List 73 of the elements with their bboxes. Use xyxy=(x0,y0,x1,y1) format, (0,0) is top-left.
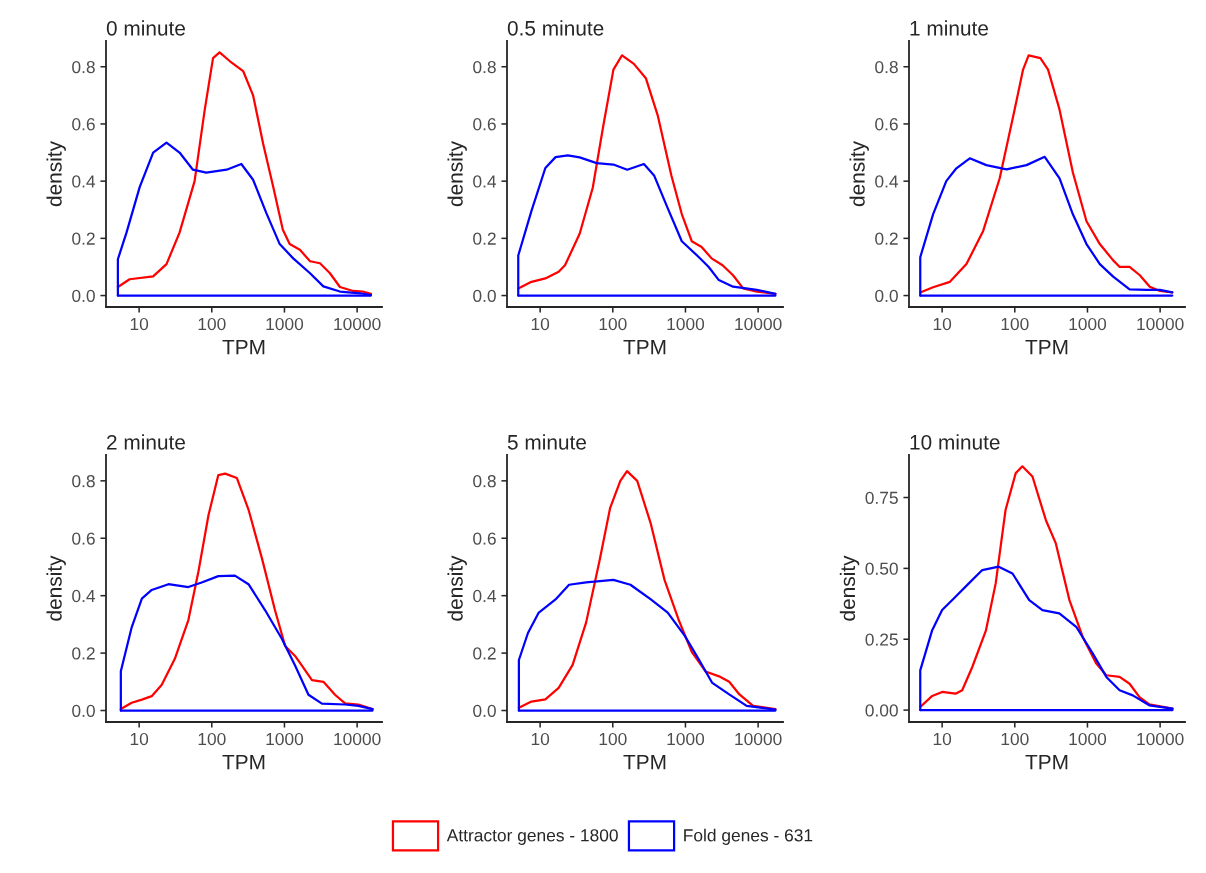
y-tick-label: 0.0 xyxy=(473,704,496,717)
y-tick-label: 0.4 xyxy=(72,589,96,603)
x-tick-label: 10 xyxy=(130,732,149,746)
x-tick-label: 10 xyxy=(531,732,550,746)
chart-title: 0.5 minute xyxy=(507,20,604,36)
y-tick-label: 0.4 xyxy=(72,175,96,188)
x-tick-label: 100 xyxy=(198,317,226,331)
chart-title: 1 minute xyxy=(910,20,988,36)
x-axis-title: TPM xyxy=(1025,754,1068,770)
y-tick-label: 0.6 xyxy=(473,118,496,131)
y-tick-label: 0.2 xyxy=(473,647,496,660)
legend-label: Attractor genes - 1800 xyxy=(446,829,618,845)
chart-title: 5 minute xyxy=(507,434,586,450)
y-axis-title: density xyxy=(447,555,467,621)
y-tick-label: 0.8 xyxy=(72,475,95,488)
x-axis-title: TPM xyxy=(222,754,265,770)
x-axis-title: TPM xyxy=(222,339,265,355)
y-tick-label: 0.6 xyxy=(875,118,898,131)
y-tick-label: 0.8 xyxy=(875,60,898,74)
y-tick-label: 0.75 xyxy=(865,491,898,504)
y-axis-title: density xyxy=(46,141,66,207)
chart-title: 0 minute xyxy=(106,20,185,36)
x-axis-title: TPM xyxy=(623,339,666,355)
y-tick-label: 0.4 xyxy=(473,175,497,188)
x-tick-label: 1000 xyxy=(266,317,304,331)
y-axis-title: density xyxy=(849,141,869,207)
x-tick-label: 100 xyxy=(198,732,226,746)
y-tick-label: 0.0 xyxy=(875,289,898,303)
y-tick-label: 0.00 xyxy=(865,704,898,717)
x-tick-label: 1000 xyxy=(266,732,304,746)
x-tick-label: 10000 xyxy=(1137,732,1184,746)
y-tick-label: 0.8 xyxy=(473,475,496,488)
x-tick-label: 10000 xyxy=(735,732,782,746)
x-tick-label: 10000 xyxy=(334,732,381,746)
y-axis-title: density xyxy=(447,141,467,207)
x-tick-label: 1000 xyxy=(1069,732,1107,746)
y-tick-label: 0.4 xyxy=(473,589,497,603)
x-tick-label: 10 xyxy=(933,732,952,746)
x-tick-label: 10000 xyxy=(1137,317,1184,331)
y-tick-label: 0.0 xyxy=(473,289,496,303)
y-tick-label: 0.8 xyxy=(473,60,496,74)
y-tick-label: 0.2 xyxy=(473,232,496,245)
chart-title: 2 minute xyxy=(107,434,185,450)
x-tick-label: 10000 xyxy=(735,317,782,331)
y-tick-label: 0.8 xyxy=(72,60,95,74)
x-tick-label: 10000 xyxy=(334,317,381,331)
y-tick-label: 0.2 xyxy=(875,232,898,245)
y-axis-title: density xyxy=(839,555,860,621)
chart-title: 10 minute xyxy=(910,434,1000,450)
y-tick-label: 0.6 xyxy=(72,532,95,545)
y-tick-label: 0.0 xyxy=(72,289,95,303)
legend-label: Fold genes - 631 xyxy=(684,828,813,845)
y-tick-label: 0.6 xyxy=(473,532,496,545)
x-tick-label: 100 xyxy=(1001,732,1029,746)
x-axis-title: TPM xyxy=(1025,339,1068,355)
x-tick-label: 100 xyxy=(599,732,627,746)
y-tick-label: 0.4 xyxy=(875,175,899,188)
y-tick-label: 0.6 xyxy=(72,118,95,131)
y-tick-label: 0.50 xyxy=(865,562,898,575)
x-tick-label: 1000 xyxy=(1069,317,1107,331)
y-tick-label: 0.2 xyxy=(72,647,95,660)
y-tick-label: 0.25 xyxy=(865,633,898,646)
x-tick-label: 100 xyxy=(1001,317,1029,331)
x-tick-label: 1000 xyxy=(667,317,705,331)
y-axis-title: density xyxy=(46,555,66,621)
x-tick-label: 100 xyxy=(599,317,627,331)
x-tick-label: 1000 xyxy=(667,732,705,746)
y-tick-label: 0.2 xyxy=(72,232,95,245)
x-tick-label: 10 xyxy=(531,317,550,331)
y-tick-label: 0.0 xyxy=(72,704,95,717)
x-axis-title: TPM xyxy=(623,754,666,770)
x-tick-label: 10 xyxy=(130,317,149,331)
x-tick-label: 10 xyxy=(933,317,952,331)
